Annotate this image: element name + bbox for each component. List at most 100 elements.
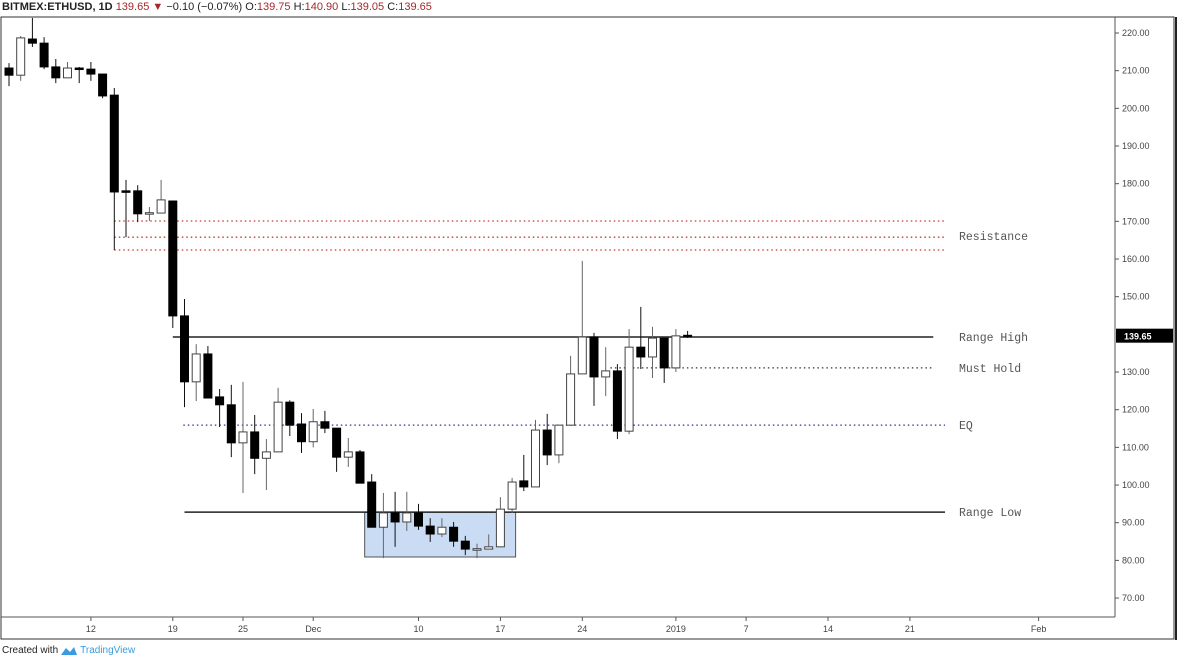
candle-body-down [320, 421, 330, 429]
price-tick-label: 110.00 [1122, 442, 1149, 452]
candle [671, 329, 681, 373]
tradingview-logo-icon [61, 646, 78, 655]
time-tick-label: 17 [495, 624, 505, 634]
candle [98, 73, 108, 99]
candle-body-up [531, 429, 540, 488]
candle [238, 381, 248, 493]
candle-body-up [472, 548, 482, 551]
candle [320, 410, 330, 434]
candle-body-up [238, 431, 248, 444]
candle [566, 355, 576, 426]
tradingview-link[interactable]: TradingView [80, 645, 136, 656]
candle-body-down [250, 431, 260, 459]
candle-body-up [495, 508, 505, 548]
candle [659, 337, 669, 383]
candle-body-up [191, 353, 201, 383]
candle-body-down [519, 480, 529, 488]
last-price: 139.65 [115, 1, 150, 13]
down-triangle-icon: ▼ [152, 1, 164, 13]
candle [27, 17, 37, 47]
candle-body-down [74, 67, 84, 71]
candle-body-down [86, 68, 96, 75]
candle [414, 503, 423, 530]
candle [308, 408, 318, 448]
time-axis[interactable]: 12 19 25 Dec 10 17 24 2019 7 14 21 Feb [86, 617, 1046, 634]
candle [484, 534, 494, 550]
candle-body-down [27, 38, 37, 44]
low-label: L: [341, 1, 351, 13]
candle-body-up [273, 401, 283, 453]
last-price-marker [1116, 328, 1173, 343]
candle-body-down [414, 512, 423, 527]
candle [168, 200, 178, 328]
candle [507, 477, 517, 513]
candle [250, 414, 260, 475]
price-tick-label: 220.00 [1122, 28, 1150, 38]
price-tick-label: 80.00 [1122, 555, 1145, 565]
candle [39, 37, 49, 70]
candle-body-down [589, 336, 599, 378]
candle [261, 439, 271, 490]
symbol-label: BITMEX:ETHUSD, 1D [2, 1, 113, 13]
candle-body-down [683, 334, 693, 338]
candle-body-down [215, 396, 225, 406]
time-tick-label: 24 [577, 624, 587, 634]
candle [133, 185, 143, 223]
candle [4, 63, 14, 87]
candle-body-down [425, 525, 435, 535]
price-tick-label: 120.00 [1122, 405, 1150, 415]
candle [355, 450, 365, 484]
time-tick-label: Feb [1031, 624, 1047, 634]
candle-body-down [226, 404, 236, 444]
candle-body-up [648, 337, 657, 358]
candle-body-down [332, 427, 342, 458]
candle-body-down [203, 353, 213, 399]
candle-body-up [507, 481, 517, 510]
price-tick-label: 90.00 [1122, 518, 1145, 528]
candle [226, 384, 236, 458]
candles-layer [4, 17, 693, 559]
candle-body-up [566, 373, 576, 426]
time-tick-label: 19 [168, 624, 178, 634]
candle-body-down [285, 401, 295, 426]
time-tick-label: 14 [823, 624, 833, 634]
candle [589, 332, 599, 406]
candle-body-up [63, 67, 72, 79]
candle-body-down [51, 66, 61, 79]
candle-body-up [16, 37, 26, 76]
price-tick-label: 100.00 [1122, 480, 1150, 490]
candle-body-down [542, 429, 552, 456]
price-change: −0.10 (−0.07%) [166, 1, 243, 13]
price-tick-label: 200.00 [1122, 103, 1150, 113]
high-value: 140.90 [304, 1, 339, 13]
candle [203, 346, 213, 399]
candle [577, 260, 587, 375]
level-label: Range High [959, 332, 1028, 345]
candle-body-up [437, 526, 447, 535]
candle [542, 413, 552, 466]
candle [273, 387, 283, 453]
candle [180, 298, 189, 408]
time-tick-label: 25 [238, 624, 248, 634]
candle-body-down [297, 423, 306, 443]
low-value: 139.05 [350, 1, 385, 13]
candle-body-up [402, 512, 412, 523]
price-axis[interactable]: 220.00 210.00 200.00 190.00 180.00 170.00 160.… [1115, 28, 1173, 603]
candle [367, 474, 377, 528]
time-tick-label: 2019 [666, 624, 686, 634]
close-label: C: [387, 1, 399, 13]
candle [63, 62, 72, 79]
candle-body-up [308, 421, 318, 443]
price-tick-label: 190.00 [1122, 141, 1150, 151]
levels-layer: Resistance Range High Must Hold EQ Range Low [114, 220, 1028, 558]
candle [402, 491, 412, 531]
candle-body-up [156, 199, 166, 214]
open-value: 139.75 [256, 1, 291, 13]
candle [624, 329, 634, 435]
candle-body-down [4, 67, 14, 76]
candle-body-up [624, 346, 634, 432]
price-tick-label: 160.00 [1122, 254, 1150, 264]
candle-body-up [484, 546, 494, 550]
high-label: H: [293, 1, 305, 13]
